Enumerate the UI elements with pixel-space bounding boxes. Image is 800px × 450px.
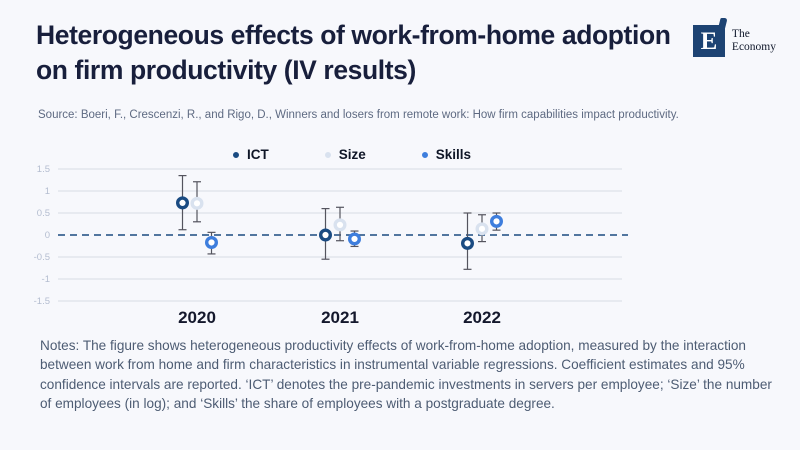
y-tick-label: 1.5 (37, 164, 50, 175)
point-ICT-2020 (175, 196, 189, 210)
y-tick-label: 0.5 (37, 208, 50, 219)
point-Skills-2020 (204, 235, 218, 249)
point-ICT-2021 (319, 228, 333, 242)
logo-e-box: E (692, 18, 728, 57)
logo-e-glyph: E (700, 27, 718, 55)
legend-marker-size-icon (324, 151, 331, 158)
y-tick-label: 0 (45, 230, 50, 241)
point-Skills-2022 (490, 214, 504, 228)
x-axis-label-2021: 2021 (321, 308, 359, 327)
point-Size-2020 (190, 196, 204, 210)
point-ICT-2022 (461, 236, 475, 250)
point-Size-2021 (333, 218, 347, 232)
y-tick-label: -1 (42, 274, 50, 285)
legend-label-size: Size (338, 147, 366, 162)
legend-label-ict: ICT (246, 147, 269, 162)
x-axis-label-2020: 2020 (178, 308, 216, 327)
logo-wordmark: The Economy (732, 25, 776, 54)
legend-marker-skills-icon (421, 151, 428, 158)
source-text: Source: Boeri, F., Crescenzi, R., and Ri… (38, 109, 679, 121)
point-Skills-2021 (348, 232, 362, 246)
legend-item-ict: ICT (232, 147, 269, 162)
y-tick-label: -1.5 (34, 296, 50, 307)
notes-text: Notes: The figure shows heterogeneous pr… (40, 338, 772, 412)
x-axis-label-2022: 2022 (463, 308, 501, 327)
y-tick-label: 1 (45, 186, 50, 197)
y-tick-label: -0.5 (34, 252, 50, 263)
chart-legend: ICT Size Skills (70, 147, 634, 162)
legend-label-skills: Skills (435, 147, 472, 162)
point-Size-2022 (475, 222, 489, 236)
page-title: Heterogeneous effects of work-from-home … (36, 20, 671, 85)
logo-wordmark-line2: Economy (731, 41, 776, 54)
legend-marker-ict-icon (232, 151, 239, 158)
logo-wordmark-line1: The (731, 28, 750, 40)
legend-item-size: Size (324, 147, 366, 162)
legend-item-skills: Skills (421, 147, 472, 162)
the-economy-logo: E The Economy (692, 18, 776, 57)
